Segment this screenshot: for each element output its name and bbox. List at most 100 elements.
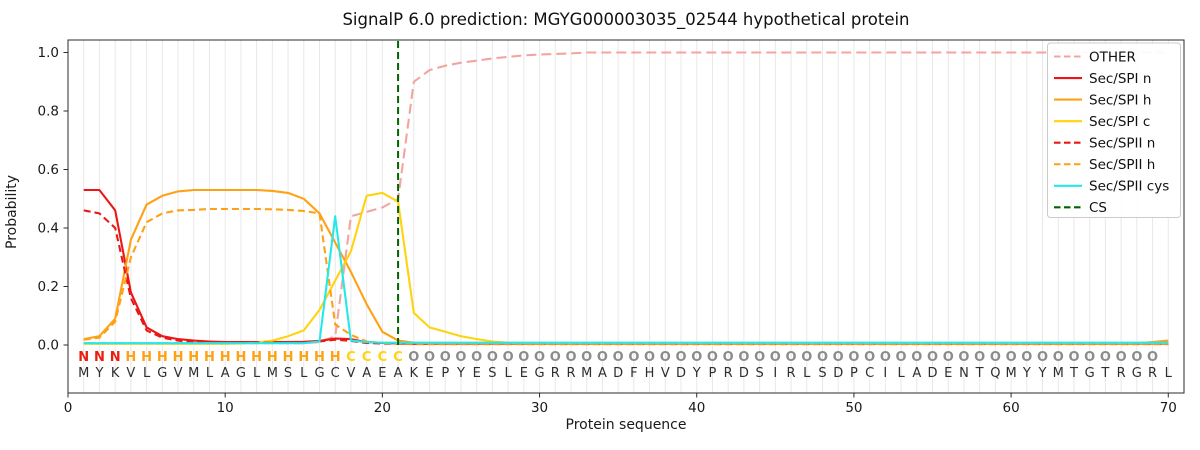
residue-letter: L	[803, 366, 811, 381]
region-letter: N	[110, 350, 121, 365]
residue-letter: D	[833, 366, 843, 381]
legend-item-sec-spi-h: Sec/SPI h	[1054, 92, 1151, 108]
residue-letter: E	[378, 366, 386, 381]
residue-letter: R	[787, 366, 796, 381]
x-axis-ticks: 0 10 20 30 40 50 60 70	[64, 393, 1177, 416]
residue-letter: V	[661, 366, 670, 381]
region-letter: O	[880, 350, 891, 365]
region-letter: O	[1021, 350, 1032, 365]
residue-letter: A	[598, 366, 607, 381]
region-letter: O	[911, 350, 922, 365]
residue-letter: V	[174, 366, 183, 381]
region-letter: O	[675, 350, 686, 365]
residue-letter: Y	[1038, 366, 1047, 381]
legend-item-label: Sec/SPII n	[1089, 136, 1155, 152]
residue-letter: K	[111, 366, 120, 381]
legend-item-label: Sec/SPI h	[1089, 92, 1151, 108]
residue-letter: N	[959, 366, 969, 381]
residue-letter: T	[1100, 366, 1109, 381]
region-letter: O	[786, 350, 797, 365]
series-line-sec-spii-cys	[83, 215, 1169, 345]
y-tick-label: 0.0	[38, 338, 59, 354]
legend-item-other: OTHER	[1054, 49, 1136, 65]
residue-letter: R	[724, 366, 733, 381]
x-axis-label: Protein sequence	[566, 417, 687, 433]
residue-letter: S	[755, 366, 763, 381]
residue-letter: G	[314, 366, 324, 381]
residue-letter: M	[1053, 366, 1064, 381]
region-letter: O	[408, 350, 419, 365]
residue-letter: I	[883, 366, 887, 381]
residue-letter: A	[394, 366, 403, 381]
region-letter: H	[235, 350, 246, 365]
legend-item-label: OTHER	[1089, 49, 1136, 65]
legend-item-sec-spi-n: Sec/SPI n	[1054, 71, 1151, 87]
residue-letter: T	[975, 366, 984, 381]
residue-letter: M	[581, 366, 592, 381]
series-line-sec-spi-n	[83, 188, 1169, 345]
residue-letter: G	[535, 366, 545, 381]
residue-letter: T	[1069, 366, 1078, 381]
y-tick-label: 0.8	[38, 104, 59, 120]
residue-letter: Q	[990, 366, 1000, 381]
residue-letter: V	[126, 366, 135, 381]
residue-letter: R	[1148, 366, 1157, 381]
residue-letter: L	[253, 366, 261, 381]
x-tick-label: 30	[531, 400, 548, 416]
residue-letter: A	[362, 366, 371, 381]
region-letter: O	[487, 350, 498, 365]
legend-item-label: Sec/SPII h	[1089, 157, 1155, 173]
region-letter: O	[691, 350, 702, 365]
region-letter: O	[848, 350, 859, 365]
region-letter: C	[362, 350, 372, 365]
region-letter: H	[157, 350, 168, 365]
residue-letter: E	[425, 366, 433, 381]
x-tick-label: 10	[217, 400, 234, 416]
region-letter: O	[1053, 350, 1064, 365]
residue-letter: R	[1117, 366, 1126, 381]
residue-letter: M	[1005, 366, 1016, 381]
series-line-sec-spii-h	[83, 207, 1169, 345]
residue-letter: I	[773, 366, 777, 381]
region-letter: O	[990, 350, 1001, 365]
region-letter: O	[707, 350, 718, 365]
region-letter: O	[864, 350, 875, 365]
legend-item-label: Sec/SPI c	[1089, 114, 1150, 130]
residue-letter: L	[300, 366, 308, 381]
region-letter: O	[723, 350, 734, 365]
region-letter: H	[251, 350, 262, 365]
residue-letter: S	[488, 366, 496, 381]
y-axis-label: Probability	[4, 175, 20, 249]
series-line-sec-spii-n	[83, 209, 1169, 346]
region-letter: H	[330, 350, 341, 365]
x-tick-label: 0	[64, 400, 73, 416]
residue-letter: S	[818, 366, 826, 381]
residue-letter: E	[473, 366, 481, 381]
plot-border	[67, 39, 1185, 394]
region-letter: O	[801, 350, 812, 365]
region-letter: O	[770, 350, 781, 365]
legend-item-label: Sec/SPII cys	[1089, 179, 1169, 195]
region-letter: N	[94, 350, 105, 365]
legend-item-sec-spi-c: Sec/SPI c	[1054, 114, 1150, 130]
legend-item-sec-spii-h: Sec/SPII h	[1054, 157, 1155, 173]
region-letter: O	[440, 350, 451, 365]
region-letter: O	[817, 350, 828, 365]
residue-letter: H	[645, 366, 655, 381]
region-letter: O	[471, 350, 482, 365]
residue-letter: P	[709, 366, 717, 381]
x-tick-label: 70	[1160, 400, 1177, 416]
region-letter: O	[455, 350, 466, 365]
region-letter: O	[896, 350, 907, 365]
legend-item-label: CS	[1089, 200, 1107, 216]
residue-letter: P	[441, 366, 449, 381]
residue-letter: L	[504, 366, 512, 381]
residue-letter: P	[850, 366, 858, 381]
chart-title: SignalP 6.0 prediction: MGYG000003035_02…	[342, 10, 909, 30]
region-letter: H	[173, 350, 184, 365]
residue-letter: E	[944, 366, 952, 381]
legend: OTHER Sec/SPI n Sec/SPI h Sec/SPI c Sec/SPII…	[1047, 42, 1181, 218]
